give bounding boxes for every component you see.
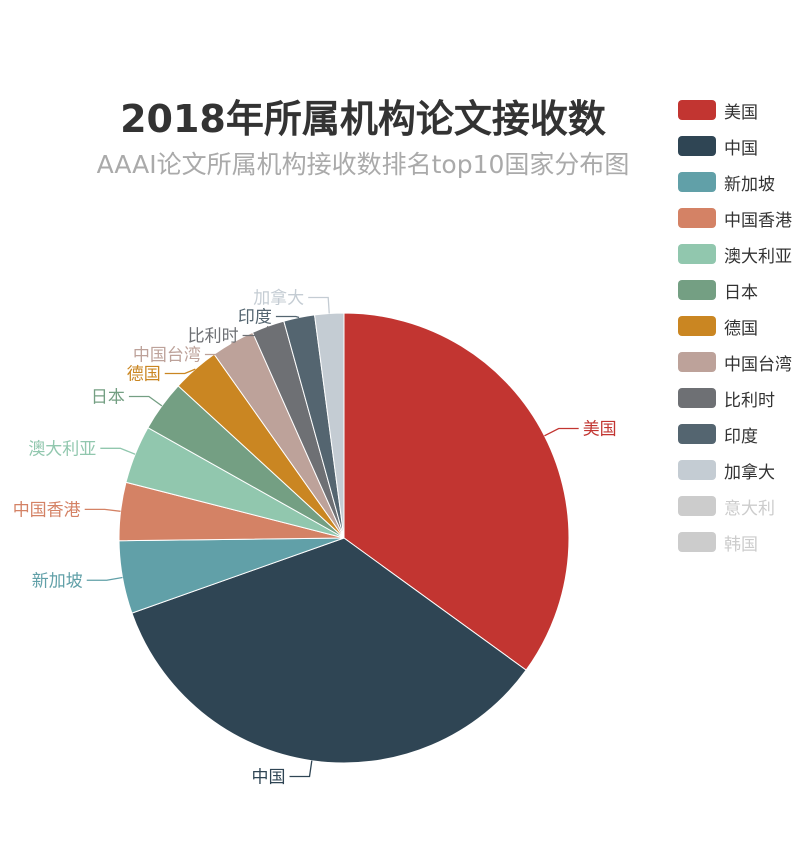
legend-label: 比利时 — [724, 390, 775, 411]
legend-swatch — [678, 352, 716, 372]
slice-label-e4b8ade59bbde9a699e6b8af: 中国香港 — [13, 500, 81, 520]
legend-swatch — [678, 532, 716, 552]
legend-swatch — [678, 100, 716, 120]
leader-line-e6beb3e5a4a7e588a9e4ba9a — [100, 447, 136, 455]
legend-item[interactable]: 澳大利亚 — [678, 236, 803, 272]
leader-line-e6af94e588a9e697b6 — [242, 325, 269, 337]
leader-line-e4b8ade59bbde58fb0e6b9be — [204, 342, 234, 356]
legend-swatch — [678, 424, 716, 444]
leader-line-e696b0e58aa0e59da1 — [86, 576, 123, 581]
legend-swatch — [678, 316, 716, 336]
leader-line-e7be8ee59bbd — [544, 427, 579, 437]
legend-item[interactable]: 日本 — [678, 272, 803, 308]
legend: 美国中国新加坡中国香港澳大利亚日本德国中国台湾比利时印度加拿大意大利韩国 — [678, 92, 803, 560]
slice-label-e6beb3e5a4a7e588a9e4ba9a: 澳大利亚 — [28, 439, 96, 459]
legend-label: 意大利 — [724, 498, 775, 519]
leader-line-e58aa0e68bbfe5a4a7 — [308, 296, 330, 314]
slice-label-e4b8ade59bbde58fb0e6b9be: 中国台湾 — [133, 346, 201, 366]
pie-slice-e58aa0e68bbfe5a4a7[interactable] — [313, 312, 345, 539]
legend-label: 新加坡 — [724, 174, 775, 195]
pie-slices — [118, 312, 570, 764]
leader-line-e4b8ade59bbde9a699e6b8af — [84, 508, 121, 512]
legend-item[interactable]: 意大利 — [678, 488, 803, 524]
legend-swatch — [678, 244, 716, 264]
legend-swatch — [678, 136, 716, 156]
slice-label-e4b8ade59bbd: 中国 — [252, 768, 286, 788]
legend-label: 德国 — [724, 318, 758, 339]
legend-swatch — [678, 460, 716, 480]
pie-slice-e4b8ade59bbd[interactable] — [131, 537, 527, 764]
slice-label-e58db0e5baa6: 印度 — [238, 308, 272, 328]
legend-item[interactable]: 美国 — [678, 92, 803, 128]
slice-label-e696b0e58aa0e59da1: 新加坡 — [32, 571, 83, 591]
slice-label-e697a5e69cac: 日本 — [91, 388, 125, 408]
legend-item[interactable]: 加拿大 — [678, 452, 803, 488]
legend-label: 加拿大 — [724, 462, 775, 483]
legend-item[interactable]: 中国 — [678, 128, 803, 164]
legend-item[interactable]: 中国香港 — [678, 200, 803, 236]
slice-label-e6af94e588a9e697b6: 比利时 — [188, 327, 239, 347]
leader-line-e697a5e69cac — [128, 395, 163, 407]
legend-label: 中国 — [724, 138, 758, 159]
pie-slice-e7be8ee59bbd[interactable] — [343, 312, 570, 671]
legend-swatch — [678, 388, 716, 408]
legend-item[interactable]: 德国 — [678, 308, 803, 344]
legend-label: 中国香港 — [724, 210, 792, 231]
legend-label: 中国台湾 — [724, 354, 792, 375]
legend-item[interactable]: 韩国 — [678, 524, 803, 560]
legend-item[interactable]: 中国台湾 — [678, 344, 803, 380]
slice-label-e58aa0e68bbfe5a4a7: 加拿大 — [253, 288, 304, 309]
slice-label-e7be8ee59bbd: 美国 — [583, 420, 617, 440]
legend-label: 美国 — [724, 102, 758, 123]
leader-line-e58db0e5baa6 — [275, 315, 300, 319]
leader-line-e4b8ade59bbd — [289, 760, 313, 778]
legend-label: 澳大利亚 — [724, 246, 792, 267]
legend-swatch — [678, 172, 716, 192]
legend-label: 日本 — [724, 282, 758, 303]
legend-label: 韩国 — [724, 534, 758, 555]
leader-line-e5beb7e59bbd — [164, 368, 196, 375]
chart-subtitle: AAAI论文所属机构接收数排名top10国家分布图 — [96, 150, 630, 179]
legend-item[interactable]: 比利时 — [678, 380, 803, 416]
legend-item[interactable]: 印度 — [678, 416, 803, 452]
chart-title: 2018年所属机构论文接收数 — [120, 97, 606, 141]
legend-swatch — [678, 208, 716, 228]
legend-swatch — [678, 280, 716, 300]
legend-item[interactable]: 新加坡 — [678, 164, 803, 200]
legend-swatch — [678, 496, 716, 516]
legend-label: 印度 — [724, 426, 758, 447]
slice-label-e5beb7e59bbd: 德国 — [127, 365, 161, 385]
